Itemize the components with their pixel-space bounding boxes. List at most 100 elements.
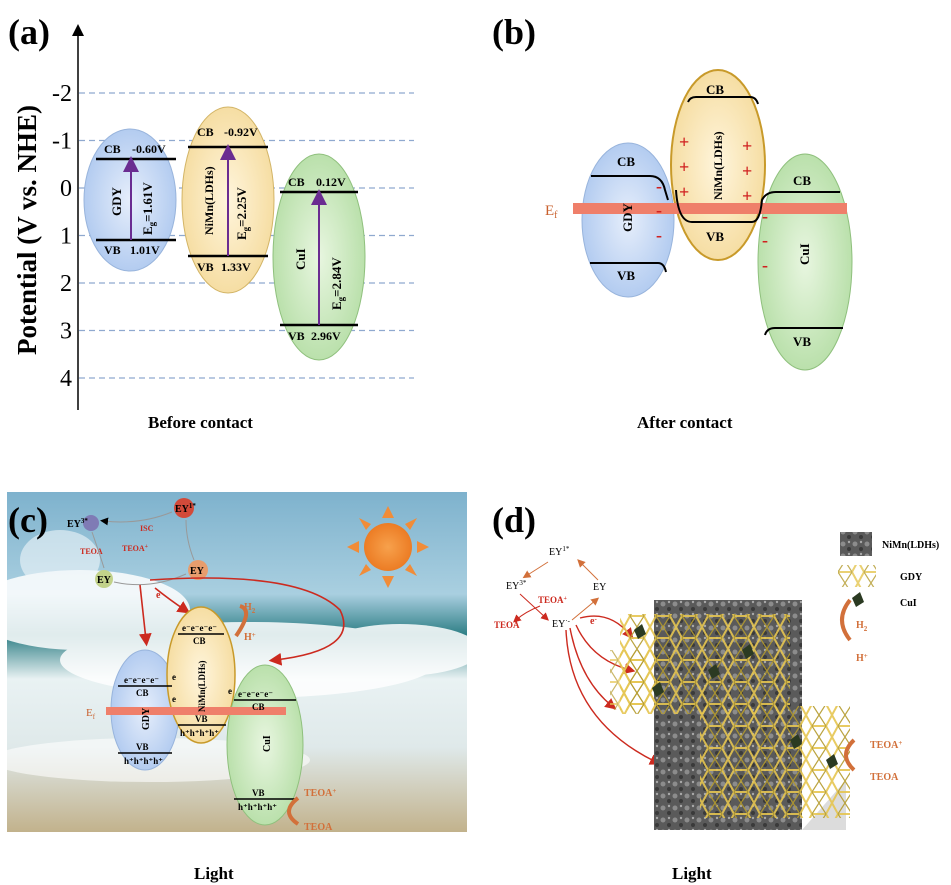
- ey-radical-label: EY: [97, 575, 112, 586]
- minus-charges: - - - - - -: [656, 176, 768, 275]
- e-mark: e: [172, 694, 176, 704]
- ey3-label: EY3*: [67, 517, 88, 530]
- cui-vb-value: 2.96V: [311, 329, 341, 343]
- d-arrow-3: [519, 593, 549, 621]
- d-arrow-1: [522, 561, 549, 579]
- nimn-cb-b: CB: [706, 82, 724, 97]
- gdy-cb-c: CB: [136, 688, 149, 698]
- gdy-cb-b: CB: [617, 154, 635, 169]
- teoa-plus-label-d: TEOA+: [538, 595, 568, 605]
- d-arrow-4: [571, 597, 600, 621]
- panel-a-caption: Before contact: [148, 413, 253, 432]
- ey1-sphere: [174, 498, 194, 518]
- ey1-label: EY1*: [175, 502, 196, 515]
- ey-to-ey1: [185, 519, 195, 561]
- hplus-label-c: H+: [244, 631, 256, 643]
- gdy-ellipse-b: [581, 142, 675, 298]
- cui-cb-value: 0.12V: [316, 175, 346, 189]
- minus-charge: -: [762, 206, 768, 226]
- nimn-vb-c: VB: [195, 714, 208, 724]
- e-label-d: e-: [590, 615, 597, 627]
- d-arrow-teoa: [513, 605, 541, 623]
- d-electron-3: [565, 629, 662, 765]
- gdy-electrons-c: e⁻e⁻e⁻e⁻: [124, 675, 159, 685]
- d-electron-2: [569, 627, 617, 710]
- fermi-band-b: [573, 203, 847, 214]
- gdy-overlay-3: [610, 650, 660, 710]
- gdy-vb-b: VB: [617, 268, 635, 283]
- panel-b: (b) Ef CB VB GDY CB VB NiMn(LDHs) CB VB …: [492, 12, 853, 432]
- nimn-electrons-c: e⁻e⁻e⁻e⁻: [182, 623, 217, 633]
- legend-label-cui: CuI: [900, 598, 917, 609]
- tick-label: 0: [60, 176, 72, 202]
- legend-label-gdy: GDY: [900, 572, 923, 583]
- teoa-out-c: TEOA: [304, 822, 333, 833]
- hplus-label-d: H+: [856, 652, 868, 664]
- panel-d-caption: Light: [672, 864, 712, 883]
- electron-arrow-nimn: [154, 587, 191, 614]
- gdy-vb-line-b: [590, 262, 667, 273]
- cui-crystals: [634, 624, 838, 769]
- cui-electrons-c: e⁻e⁻e⁻e⁻: [238, 689, 273, 699]
- fermi-label-b: Ef: [545, 203, 558, 221]
- nimn-eg: Eg=2.25V: [234, 187, 251, 240]
- isc-arrow: [100, 511, 173, 526]
- minus-charge: -: [656, 176, 662, 196]
- gdy-name: GDY: [109, 187, 124, 217]
- electron-arrow-gdy: [138, 584, 152, 647]
- gdy-vb-c: VB: [136, 742, 149, 752]
- ey3-to-eyr: [91, 531, 105, 569]
- nimn-cb-value: -0.92V: [224, 125, 258, 139]
- cui-cb-b: CB: [793, 173, 811, 188]
- teoa-arrow-d: [844, 738, 856, 772]
- nimn-cb-line-b: [687, 96, 759, 105]
- tick-label: 3: [60, 319, 72, 345]
- gdy-cb-label: CB: [104, 142, 121, 156]
- cui-ellipse-c: [226, 664, 304, 826]
- plus-charge: +: [679, 132, 689, 152]
- nimn-vb-line-b: [675, 189, 840, 223]
- cui-cb-label: CB: [288, 175, 305, 189]
- ey-radical-label-d: EY·-: [552, 617, 571, 630]
- gdy-cb-line-b: [591, 175, 669, 201]
- sem-shadow: [654, 780, 846, 830]
- legend-label-nimn: NiMn(LDHs): [882, 540, 939, 551]
- plus-charges: + + + + + +: [679, 132, 752, 206]
- cui-holes-c: h⁺h⁺h⁺h⁺: [238, 802, 277, 812]
- gdy-vb-label: VB: [104, 243, 121, 257]
- legend-swatch-nimn: [840, 532, 872, 556]
- minus-charge: -: [656, 200, 662, 220]
- panel-a: (a) Potential (V vs. NHE) -2 -1 0 1 2 3 4 CB -…: [8, 12, 414, 432]
- plus-charge: +: [742, 136, 752, 156]
- nimn-cb-label: CB: [197, 125, 214, 139]
- panel-c: (c) EY3* EY1* ISC TEOA+ TEOA EY EY e- H2…: [0, 492, 480, 883]
- panel-d-label: (d): [492, 500, 536, 540]
- cui-vb-label: VB: [288, 329, 305, 343]
- h2-label-c: H2: [244, 602, 256, 615]
- minus-charge: -: [762, 230, 768, 250]
- d-arrow-2: [577, 559, 599, 581]
- panel-c-caption: Light: [194, 864, 234, 883]
- eyr-to-ey: [113, 573, 187, 586]
- teoa-plus-label: TEOA+: [122, 544, 149, 553]
- h2-arrow-c: [234, 604, 248, 638]
- plus-charge: +: [742, 161, 752, 181]
- panel-b-label: (b): [492, 12, 536, 52]
- tick-label: -2: [52, 81, 72, 107]
- plus-charge: +: [679, 182, 689, 202]
- fermi-label-c: Ef: [86, 707, 96, 721]
- cui-name: CuI: [293, 248, 308, 270]
- teoa-plus-out-d: TEOA+: [870, 739, 902, 751]
- tick-label: -1: [52, 129, 72, 155]
- teoa-label: TEOA: [80, 547, 103, 556]
- cui-eg: Eg=2.84V: [329, 257, 346, 310]
- nimn-holes-c: h⁺h⁺h⁺h⁺: [180, 728, 219, 738]
- e-mark: e: [172, 672, 176, 682]
- gdy-cb-value: -0.60V: [132, 142, 166, 156]
- gdy-eg: Eg=1.61V: [140, 182, 157, 235]
- plus-charge: +: [742, 186, 752, 206]
- gdy-overlay-2: [700, 706, 850, 818]
- gdy-holes-c: h⁺h⁺h⁺h⁺: [124, 756, 163, 766]
- tick-label: 1: [60, 224, 72, 250]
- nimn-name-c: NiMn(LDHs): [197, 660, 207, 712]
